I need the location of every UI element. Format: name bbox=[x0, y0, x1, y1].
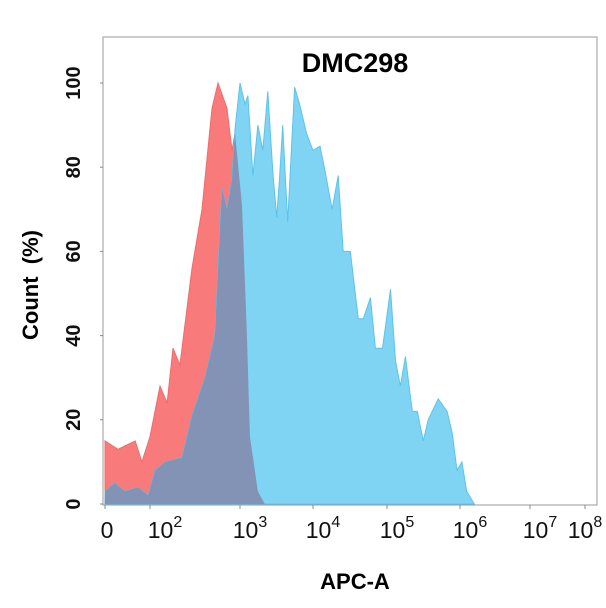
x-tick-label: 107 bbox=[523, 514, 558, 543]
x-tick-label: 103 bbox=[233, 514, 268, 543]
y-axis-label: Count (%) bbox=[18, 230, 43, 340]
y-tick-label: 20 bbox=[63, 409, 85, 431]
y-tick-label: 0 bbox=[63, 498, 85, 509]
overlap-region bbox=[103, 133, 265, 504]
x-tick-label: 104 bbox=[306, 514, 341, 543]
y-tick-label: 60 bbox=[63, 240, 85, 262]
y-tick-label: 80 bbox=[63, 156, 85, 178]
y-tick-label: 40 bbox=[63, 324, 85, 346]
x-tick-label: 105 bbox=[380, 514, 415, 543]
x-tick-label: 108 bbox=[568, 514, 603, 543]
x-tick-label: 106 bbox=[453, 514, 488, 543]
y-axis: 0 20 40 60 80 100 bbox=[63, 66, 103, 510]
x-axis: 0 102 103 104 105 106 107 108 bbox=[101, 505, 603, 543]
x-tick-label: 102 bbox=[148, 514, 183, 543]
plot-areas bbox=[103, 81, 476, 505]
y-tick-label: 100 bbox=[63, 66, 85, 99]
x-tick-label: 0 bbox=[101, 517, 114, 543]
plot-frame bbox=[102, 36, 598, 506]
x-axis-label: APC-A bbox=[320, 569, 390, 594]
chart-title: DMC298 bbox=[302, 48, 409, 78]
